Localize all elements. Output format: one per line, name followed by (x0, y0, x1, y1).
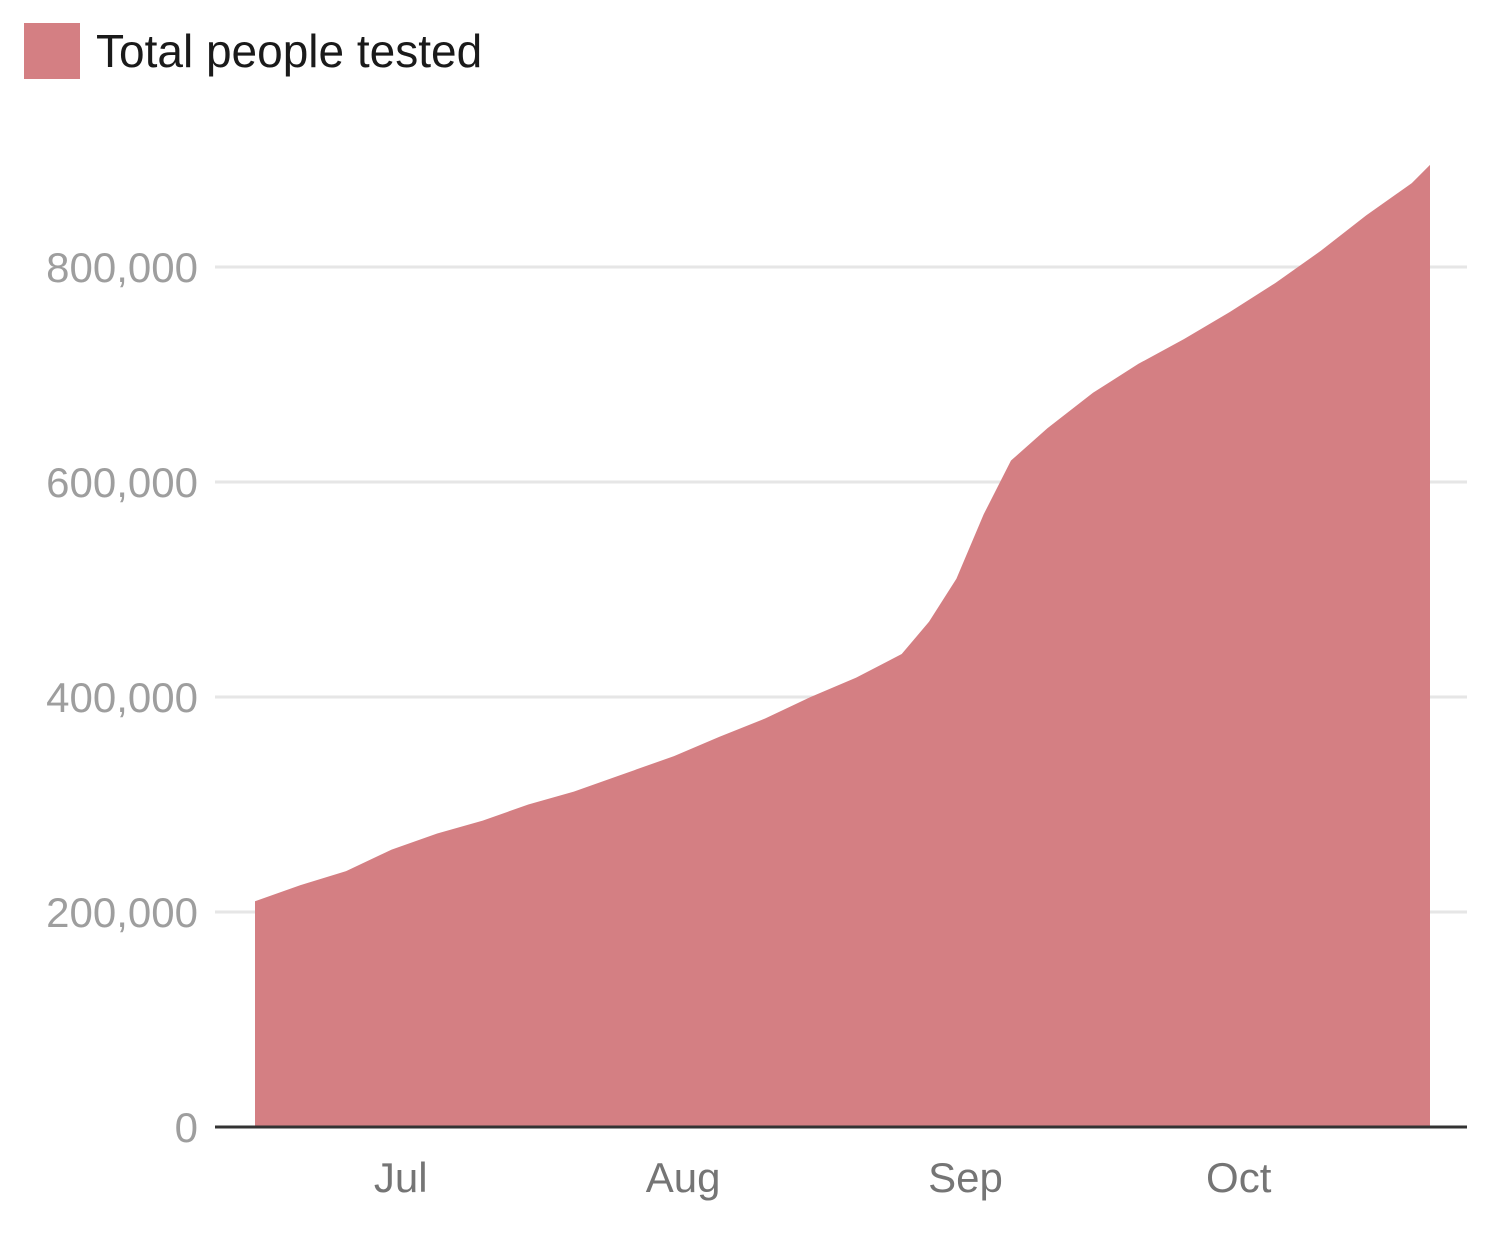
y-tick-label: 600,000 (46, 459, 198, 506)
x-tick-label: Sep (928, 1154, 1003, 1201)
series-area-total-people-tested (255, 164, 1430, 1127)
y-tick-label: 0 (175, 1104, 198, 1151)
y-tick-label: 200,000 (46, 889, 198, 936)
legend: Total people tested (24, 22, 482, 80)
y-tick-label: 400,000 (46, 674, 198, 721)
legend-label: Total people tested (96, 25, 483, 77)
x-tick-label: Oct (1206, 1154, 1272, 1201)
x-tick-label: Jul (374, 1154, 428, 1201)
x-tick-label: Aug (646, 1154, 721, 1201)
legend-swatch (24, 23, 80, 79)
x-axis-tick-labels: Jul Aug Sep Oct (374, 1154, 1272, 1201)
y-axis-tick-labels: 0 200,000 400,000 600,000 800,000 (46, 244, 198, 1151)
series-area-layer (255, 164, 1430, 1127)
y-tick-label: 800,000 (46, 244, 198, 291)
